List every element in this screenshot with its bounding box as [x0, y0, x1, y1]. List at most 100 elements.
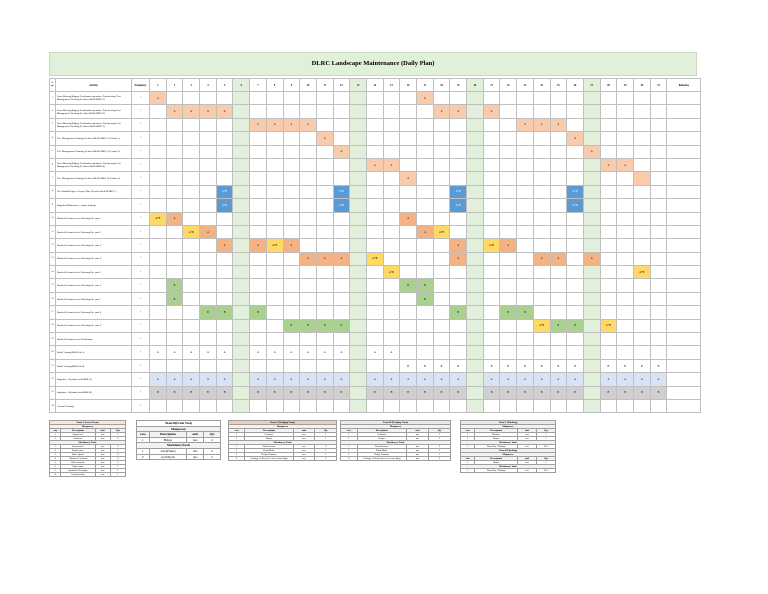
day-cell: A+B [566, 184, 584, 200]
day-cell: A [365, 345, 384, 360]
day-cell [232, 104, 251, 119]
row-frequency: 1 [131, 318, 150, 334]
day-cell [582, 265, 601, 280]
day-cell [616, 398, 634, 414]
day-cell [232, 291, 251, 307]
day-cell [399, 251, 417, 267]
row-remarks [666, 157, 702, 173]
plan-row: 13 Shrubs & Ground cover/ Watering Etc. z… [49, 251, 702, 267]
day-cell [365, 198, 384, 213]
day-cell [232, 198, 251, 213]
day-cell [249, 171, 267, 186]
day-cell [215, 171, 234, 186]
day-cell [632, 198, 651, 213]
day-cell [432, 345, 451, 360]
day-cell [416, 238, 434, 253]
row-remarks [666, 131, 702, 146]
day-cell [299, 144, 317, 159]
day-cell [449, 131, 468, 146]
day-cell [432, 305, 451, 320]
plan-row: 20 Road Cleaning/Mill (Part A) 1 A A A A A A A A A A… [49, 345, 702, 360]
day-cell [632, 131, 651, 146]
day-cell [432, 291, 451, 307]
day-cell: A [282, 238, 301, 253]
day-cell [365, 278, 384, 293]
day-cell [616, 117, 634, 133]
day-cell: A [516, 372, 534, 387]
day-cell [332, 358, 351, 374]
row-activity: Road Cleaning/Mill (Part A) [55, 345, 132, 360]
day-cell: A+B [432, 224, 451, 240]
team-title-row: Team B(Fresh Tree) [135, 420, 222, 427]
row-remarks [666, 104, 702, 119]
day-cell: A [249, 238, 267, 253]
day-cell [299, 184, 317, 200]
day-cell: B [215, 305, 234, 320]
day-cell: B [249, 305, 267, 320]
day-cell [649, 398, 668, 414]
day-cell [215, 224, 234, 240]
team-cell: 2 [203, 448, 222, 455]
day-cell: A+B [599, 318, 618, 334]
day-cell [532, 171, 551, 186]
day-cell: A [632, 372, 651, 387]
team-cell: nos [406, 456, 429, 461]
day-cell [199, 90, 217, 106]
team-table: Team D (Hedging Team) Manpower s/no Descrip… [339, 420, 452, 461]
day-cell [649, 90, 668, 106]
day-cell [299, 104, 317, 119]
header-day-18: 18 [432, 78, 451, 92]
day-cell [149, 157, 167, 173]
day-cell [299, 278, 317, 293]
day-cell [215, 90, 234, 106]
day-cell [299, 358, 317, 374]
day-cell: A [582, 144, 601, 159]
day-cell [449, 224, 468, 240]
day-cell: B [599, 385, 618, 400]
day-cell [265, 251, 284, 267]
day-cell [566, 224, 584, 240]
day-cell [382, 318, 401, 334]
day-cell [416, 318, 434, 334]
day-cell [232, 224, 251, 240]
day-cell: A+B [182, 224, 201, 240]
day-cell [582, 318, 601, 334]
day-cell [299, 291, 317, 307]
day-cell [182, 211, 201, 226]
day-cell [282, 157, 301, 173]
row-activity: Lawn Mowing/Edging/ Fertilization operat… [55, 157, 132, 173]
day-cell [215, 398, 234, 414]
plan-row: 2 Lawn Mowing/Edging/ Fertilization opera… [49, 104, 702, 119]
day-cell: A [649, 372, 668, 387]
day-cell [165, 171, 184, 186]
day-cell [499, 224, 518, 240]
day-cell [365, 332, 384, 347]
day-cell [449, 265, 468, 280]
row-remarks [666, 238, 702, 253]
day-cell [482, 171, 501, 186]
day-cell [165, 117, 184, 133]
day-cell [365, 104, 384, 119]
day-cell [399, 90, 417, 106]
day-cell [466, 305, 484, 320]
day-cell: B [416, 291, 434, 307]
row-activity: Shrubs & Ground cover/ Watering Etc. zon… [55, 265, 132, 280]
day-cell [182, 278, 201, 293]
day-cell [349, 211, 367, 226]
day-cell [499, 117, 518, 133]
day-cell [582, 372, 601, 387]
day-cell [482, 157, 501, 173]
day-cell [215, 265, 234, 280]
day-cell [349, 345, 367, 360]
row-frequency: 1 [131, 398, 150, 414]
day-cell [649, 211, 668, 226]
day-cell [249, 90, 267, 106]
day-cell [649, 238, 668, 253]
day-cell [165, 332, 184, 347]
day-cell: B [432, 358, 451, 374]
day-cell [499, 198, 518, 213]
day-cell [532, 157, 551, 173]
day-cell [299, 332, 317, 347]
day-cell: B [616, 385, 634, 400]
day-cell [532, 345, 551, 360]
